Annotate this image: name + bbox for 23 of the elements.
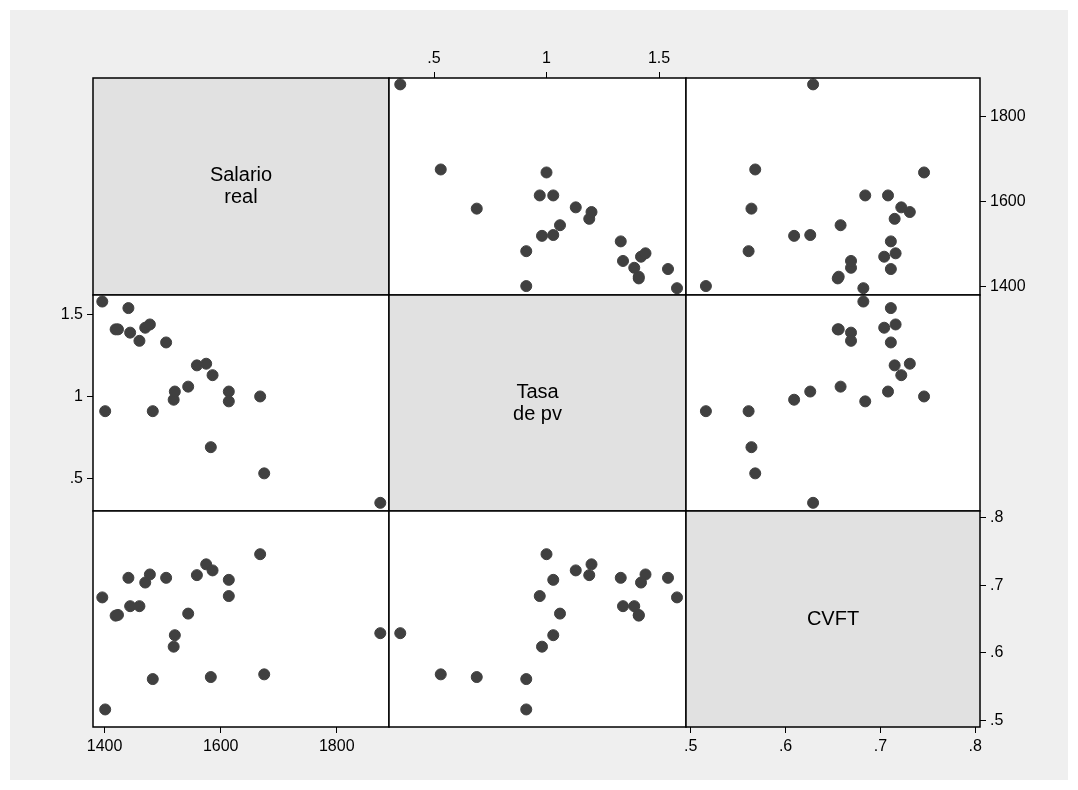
y-tick-label: .6 bbox=[990, 643, 1004, 661]
text: Salario real bbox=[209, 163, 273, 208]
x-tick-label: .6 bbox=[778, 737, 793, 755]
x-tick-label: 1400 bbox=[86, 737, 123, 755]
y-tick-label: 1400 bbox=[990, 276, 1026, 294]
y-tick-label: .8 bbox=[990, 508, 1004, 526]
y-tick-label: 1.5 bbox=[60, 305, 84, 323]
text: CVFT bbox=[806, 606, 860, 629]
y-tick-label: 1600 bbox=[990, 191, 1026, 209]
y-tick-label: .5 bbox=[990, 710, 1004, 728]
x-tick-label: 1800 bbox=[318, 737, 355, 755]
x-tick-label: 1.5 bbox=[647, 48, 671, 66]
x-tick-label: .5 bbox=[427, 48, 441, 66]
y-tick-label: 1800 bbox=[990, 106, 1026, 124]
x-tick-label: .5 bbox=[684, 737, 698, 755]
x-tick-label: .7 bbox=[873, 737, 888, 755]
x-tick-label: .8 bbox=[968, 737, 983, 755]
x-tick-label: 1 bbox=[542, 48, 552, 66]
y-tick-label: .7 bbox=[990, 575, 1004, 593]
y-tick-label: 1 bbox=[74, 386, 84, 404]
text: Tasa de pv bbox=[513, 379, 562, 424]
x-tick-label: 1600 bbox=[202, 737, 239, 755]
y-tick-label: .5 bbox=[69, 468, 84, 486]
